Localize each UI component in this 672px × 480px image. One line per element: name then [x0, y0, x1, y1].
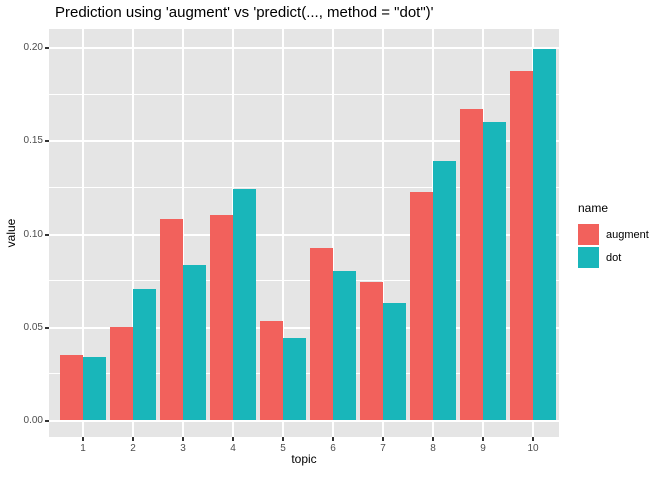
- x-tick-label: 4: [230, 443, 236, 454]
- x-tick-label: 6: [330, 443, 336, 454]
- y-tick-label: 0.05: [23, 321, 43, 333]
- y-tick: [45, 420, 49, 422]
- x-tick: [182, 437, 184, 441]
- x-tick-label: 1: [80, 443, 86, 454]
- legend-title: name: [578, 201, 609, 215]
- bar-augment-topic-10: [510, 71, 533, 420]
- x-gridline-major: [282, 29, 284, 437]
- bar-dot-topic-2: [133, 289, 156, 420]
- bar-augment-topic-7: [360, 281, 383, 420]
- x-gridline-major: [132, 29, 134, 437]
- x-tick: [232, 437, 234, 441]
- x-tick: [482, 437, 484, 441]
- y-gridline-minor: [49, 186, 559, 188]
- bar-augment-topic-1: [60, 354, 83, 420]
- legend-item-dot: dot: [578, 247, 649, 268]
- bar-dot-topic-1: [83, 356, 106, 420]
- x-tick: [432, 437, 434, 441]
- x-tick: [332, 437, 334, 441]
- x-tick: [382, 437, 384, 441]
- legend-item-augment: augment: [578, 224, 649, 245]
- bar-dot-topic-6: [333, 270, 356, 420]
- y-gridline-major: [49, 420, 559, 422]
- x-tick: [282, 437, 284, 441]
- x-gridline-major: [332, 29, 334, 437]
- bar-augment-topic-5: [260, 321, 283, 420]
- bar-augment-topic-3: [160, 218, 183, 420]
- x-tick-label: 3: [180, 443, 186, 454]
- y-tick: [45, 140, 49, 143]
- y-tick-label: 0.10: [23, 228, 43, 240]
- legend-items: augment dot: [578, 224, 649, 268]
- bar-dot-topic-4: [233, 188, 256, 420]
- y-tick-label: 0.00: [23, 415, 43, 426]
- legend-key-augment: [578, 224, 599, 245]
- y-gridline-major: [49, 47, 559, 49]
- y-gridline-minor: [49, 280, 559, 282]
- x-gridline-major: [382, 29, 384, 437]
- legend-label-augment: augment: [606, 228, 649, 241]
- bar-augment-topic-6: [310, 248, 333, 420]
- y-gridline-major: [49, 326, 559, 329]
- legend-label-dot: dot: [606, 251, 622, 264]
- chart-title: Prediction using 'augment' vs 'predict(.…: [55, 4, 434, 21]
- bar-dot-topic-7: [383, 302, 406, 420]
- y-tick: [45, 47, 49, 49]
- y-tick-label: 0.15: [23, 135, 43, 147]
- y-gridline-major: [49, 140, 559, 143]
- bar-dot-topic-8: [433, 160, 456, 420]
- bar-augment-topic-8: [410, 192, 433, 420]
- x-axis-title: topic: [291, 452, 317, 466]
- plot-panel: [49, 29, 559, 437]
- y-gridline-minor: [49, 93, 559, 95]
- bar-dot-topic-5: [283, 337, 306, 420]
- x-tick: [532, 437, 534, 441]
- y-tick: [45, 233, 49, 236]
- x-tick-label: 8: [430, 443, 436, 454]
- bar-augment-topic-9: [460, 108, 483, 420]
- legend-key-dot: [578, 247, 599, 268]
- x-tick-label: 10: [527, 443, 539, 454]
- y-gridline-major: [49, 233, 559, 236]
- y-tick: [45, 326, 49, 329]
- x-gridline-major: [182, 29, 184, 437]
- y-axis-title: value: [4, 218, 18, 248]
- bar-dot-topic-9: [483, 121, 506, 420]
- bar-augment-topic-2: [110, 326, 133, 420]
- x-tick-label: 5: [280, 443, 286, 454]
- x-tick-label: 2: [130, 443, 136, 454]
- x-tick: [82, 437, 84, 441]
- bar-dot-topic-10: [533, 48, 556, 420]
- legend: name augment dot: [578, 201, 649, 270]
- y-tick-label: 0.20: [23, 42, 43, 53]
- bar-dot-topic-3: [183, 265, 206, 420]
- x-tick-label: 7: [380, 443, 386, 454]
- x-tick-label: 9: [480, 443, 486, 454]
- x-tick: [132, 437, 134, 441]
- x-gridline-major: [82, 29, 84, 437]
- bar-augment-topic-4: [210, 214, 233, 420]
